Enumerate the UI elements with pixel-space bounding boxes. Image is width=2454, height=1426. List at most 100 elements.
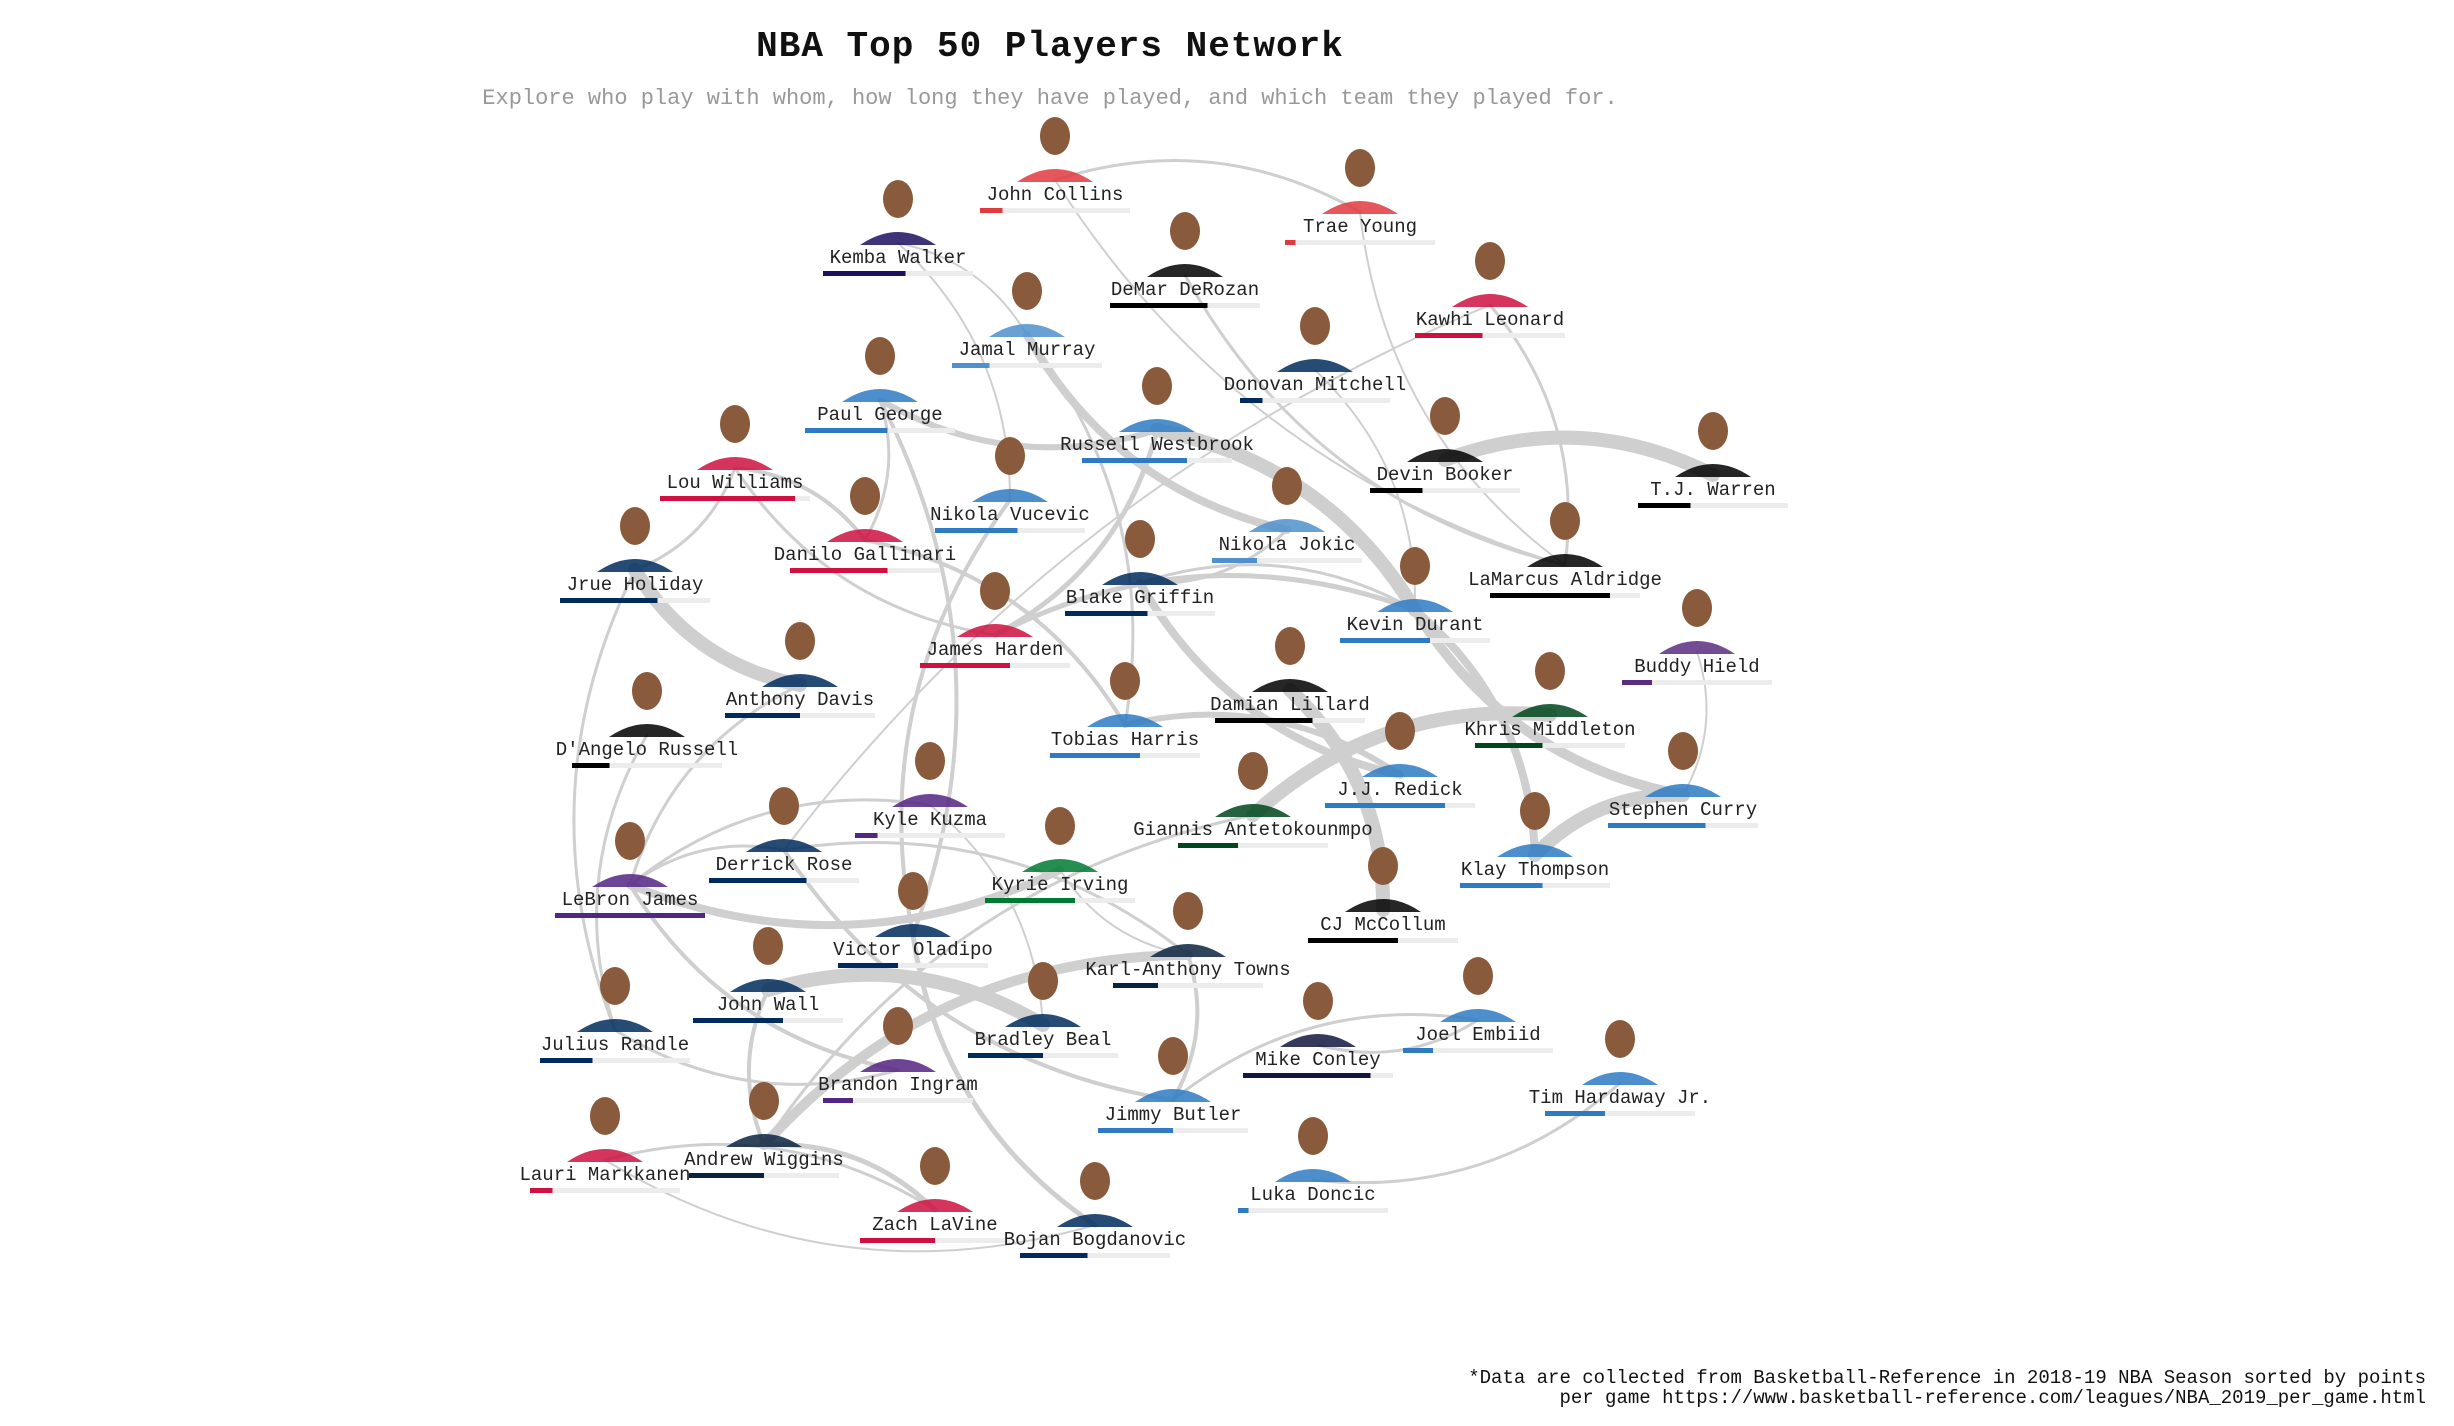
- player-node-andrew-wiggins[interactable]: Andrew Wiggins: [684, 1082, 844, 1178]
- page-subtitle: Explore who play with whom, how long the…: [482, 86, 1618, 111]
- player-avatar-icon: [1275, 1117, 1351, 1182]
- player-node-donovan-mitchell[interactable]: Donovan Mitchell: [1224, 307, 1406, 403]
- years-bar: [1113, 983, 1158, 988]
- player-name-label: LeBron James: [562, 889, 699, 911]
- player-node-kyrie-irving[interactable]: Kyrie Irving: [985, 807, 1135, 903]
- player-name-label: CJ McCollum: [1320, 914, 1445, 936]
- player-avatar-icon: [1582, 1020, 1658, 1085]
- player-avatar-icon: [1252, 627, 1328, 692]
- player-node-john-wall[interactable]: John Wall: [693, 927, 843, 1023]
- player-node-lamarcus-aldridge[interactable]: LaMarcus Aldridge: [1468, 502, 1662, 598]
- player-avatar-icon: [1022, 807, 1098, 872]
- years-track: [1415, 333, 1565, 338]
- player-avatar-icon: [762, 622, 838, 687]
- player-node-victor-oladipo[interactable]: Victor Oladipo: [833, 872, 993, 968]
- player-name-label: Kemba Walker: [830, 247, 967, 269]
- player-node-khris-middleton[interactable]: Khris Middleton: [1464, 652, 1636, 748]
- player-node-giannis-antetokounmpo[interactable]: Giannis Antetokounmpo: [1133, 752, 1373, 848]
- player-node-derrick-rose[interactable]: Derrick Rose: [709, 787, 859, 883]
- player-avatar-icon: [1527, 502, 1603, 567]
- years-bar: [1460, 883, 1543, 888]
- player-node-t-j-warren[interactable]: T.J. Warren: [1638, 412, 1788, 508]
- player-node-stephen-curry[interactable]: Stephen Curry: [1608, 732, 1758, 828]
- edge-lebron-james-kyrie-irving: [626, 866, 1064, 930]
- player-name-label: Brandon Ingram: [818, 1074, 978, 1096]
- player-node-kemba-walker[interactable]: Kemba Walker: [823, 180, 973, 276]
- player-node-lebron-james[interactable]: LeBron James: [555, 822, 705, 918]
- player-avatar-icon: [1147, 212, 1223, 277]
- edge-julius-randle-jrue-holiday: [572, 568, 637, 1032]
- edge-julius-randle-brandon-ingram: [613, 1028, 900, 1086]
- player-node-luka-doncic[interactable]: Luka Doncic: [1238, 1117, 1388, 1213]
- player-name-label: J.J. Redick: [1337, 779, 1462, 801]
- player-node-paul-george[interactable]: Paul George: [805, 337, 955, 433]
- years-bar: [1050, 753, 1140, 758]
- player-node-brandon-ingram[interactable]: Brandon Ingram: [818, 1007, 978, 1103]
- years-bar: [838, 963, 898, 968]
- player-node-kevin-durant[interactable]: Kevin Durant: [1340, 547, 1490, 643]
- player-node-karl-anthony-towns[interactable]: Karl-Anthony Towns: [1085, 892, 1291, 988]
- player-node-lauri-markkanen[interactable]: Lauri Markkanen: [519, 1097, 691, 1193]
- years-track: [1475, 743, 1625, 748]
- player-node-bradley-beal[interactable]: Bradley Beal: [968, 962, 1118, 1058]
- player-avatar-icon: [1440, 957, 1516, 1022]
- player-avatar-icon: [957, 572, 1033, 637]
- years-bar: [1065, 611, 1148, 616]
- player-node-jamal-murray[interactable]: Jamal Murray: [952, 272, 1102, 368]
- player-node-blake-griffin[interactable]: Blake Griffin: [1065, 520, 1215, 616]
- player-node-anthony-davis[interactable]: Anthony Davis: [725, 622, 875, 718]
- player-avatar-icon: [567, 1097, 643, 1162]
- years-bar: [952, 363, 990, 368]
- edge-james-harden-russell-westbrook: [992, 427, 1160, 638]
- player-node-d-angelo-russell[interactable]: D'Angelo Russell: [556, 672, 738, 768]
- player-node-demar-derozan[interactable]: DeMar DeRozan: [1110, 212, 1260, 308]
- player-node-cj-mccollum[interactable]: CJ McCollum: [1308, 847, 1458, 943]
- edge-danilo-gallinari-tobias-harris: [863, 538, 1127, 727]
- player-node-klay-thompson[interactable]: Klay Thompson: [1460, 792, 1610, 888]
- player-node-mike-conley[interactable]: Mike Conley: [1243, 982, 1393, 1078]
- player-node-nikola-vucevic[interactable]: Nikola Vucevic: [930, 437, 1090, 533]
- player-node-j-j-redick[interactable]: J.J. Redick: [1325, 712, 1475, 808]
- player-node-kyle-kuzma[interactable]: Kyle Kuzma: [855, 742, 1005, 838]
- player-node-tim-hardaway-jr[interactable]: Tim Hardaway Jr.: [1529, 1020, 1711, 1116]
- edge-john-collins-trae-young: [1053, 159, 1362, 214]
- player-node-danilo-gallinari[interactable]: Danilo Gallinari: [774, 477, 956, 573]
- player-node-joel-embiid[interactable]: Joel Embiid: [1403, 957, 1553, 1053]
- player-avatar-icon: [892, 742, 968, 807]
- player-node-nikola-jokic[interactable]: Nikola Jokic: [1212, 467, 1362, 563]
- player-node-lou-williams[interactable]: Lou Williams: [660, 405, 810, 501]
- years-track: [1178, 843, 1328, 848]
- years-bar: [1082, 458, 1187, 463]
- player-node-russell-westbrook[interactable]: Russell Westbrook: [1060, 367, 1254, 463]
- player-name-label: Trae Young: [1303, 216, 1417, 238]
- years-track: [1545, 1111, 1695, 1116]
- player-name-label: Lauri Markkanen: [519, 1164, 690, 1186]
- player-node-jimmy-butler[interactable]: Jimmy Butler: [1098, 1037, 1248, 1133]
- player-node-james-harden[interactable]: James Harden: [920, 572, 1070, 668]
- years-bar: [660, 496, 795, 501]
- player-node-bojan-bogdanovic[interactable]: Bojan Bogdanovic: [1004, 1162, 1186, 1258]
- edge-demar-derozan-lamarcus-aldridge: [1183, 273, 1567, 567]
- player-node-zach-lavine[interactable]: Zach LaVine: [860, 1147, 1010, 1243]
- player-node-jrue-holiday[interactable]: Jrue Holiday: [560, 507, 710, 603]
- player-name-label: Lou Williams: [667, 472, 804, 494]
- years-bar: [1098, 1128, 1173, 1133]
- years-bar: [709, 878, 807, 883]
- player-node-kawhi-leonard[interactable]: Kawhi Leonard: [1415, 242, 1565, 338]
- player-node-trae-young[interactable]: Trae Young: [1285, 149, 1435, 245]
- years-bar: [1325, 803, 1445, 808]
- player-node-buddy-hield[interactable]: Buddy Hield: [1622, 589, 1772, 685]
- edge-john-collins-lamarcus-aldridge: [1054, 179, 1566, 566]
- player-name-label: Julius Randle: [541, 1034, 689, 1056]
- player-avatar-icon: [592, 822, 668, 887]
- player-node-john-collins[interactable]: John Collins: [980, 117, 1130, 213]
- player-avatar-icon: [697, 405, 773, 470]
- years-bar: [790, 568, 888, 573]
- player-name-label: Mike Conley: [1255, 1049, 1380, 1071]
- player-node-devin-booker[interactable]: Devin Booker: [1370, 397, 1520, 493]
- years-bar: [560, 598, 658, 603]
- player-node-damian-lillard[interactable]: Damian Lillard: [1210, 627, 1370, 723]
- player-node-tobias-harris[interactable]: Tobias Harris: [1050, 662, 1200, 758]
- player-avatar-icon: [989, 272, 1065, 337]
- player-node-julius-randle[interactable]: Julius Randle: [540, 967, 690, 1063]
